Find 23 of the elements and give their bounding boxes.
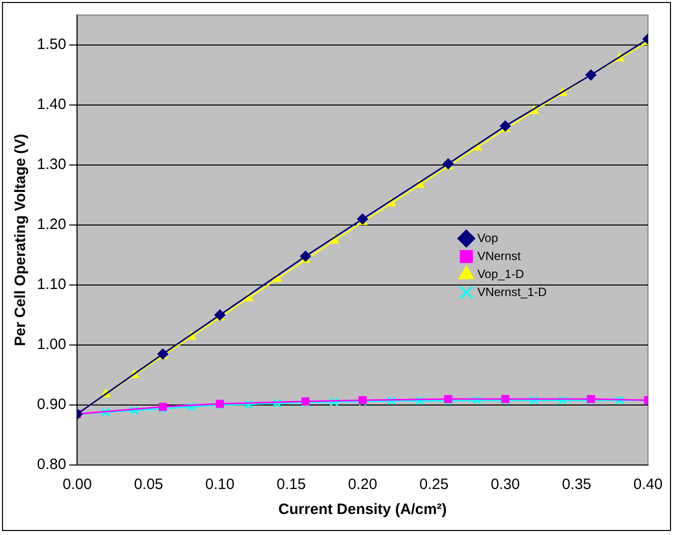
x-tick-label: 0.25 [419,476,449,494]
legend-label: VNernst [477,248,522,263]
x-tick-label: 0.40 [633,476,663,494]
y-tick-label: 1.10 [36,276,66,294]
legend-label: Vop [477,230,498,245]
x-tick-label: 0.05 [134,476,164,494]
y-axis-title: Per Cell Operating Voltage (V) [12,134,30,346]
y-tick-label: 1.20 [36,216,66,234]
y-tick-label: 1.50 [36,36,66,54]
legend-label: Vop_1-D [477,266,524,281]
y-tick-label: 0.90 [36,396,66,414]
y-tick-label: 0.80 [36,456,66,474]
x-tick-label: 0.00 [62,476,92,494]
x-tick-label: 0.20 [348,476,378,494]
y-tick-label: 1.00 [36,336,66,354]
x-tick-label: 0.30 [490,476,520,494]
y-tick-label: 1.40 [36,96,66,114]
legend-label: VNernst_1-D [477,284,548,299]
x-tick-label: 0.35 [562,476,592,494]
x-tick-label: 0.10 [205,476,234,494]
y-tick-label: 1.30 [36,156,66,174]
x-tick-label: 0.15 [276,476,306,494]
x-axis-title: Current Density (A/cm²) [278,501,447,518]
